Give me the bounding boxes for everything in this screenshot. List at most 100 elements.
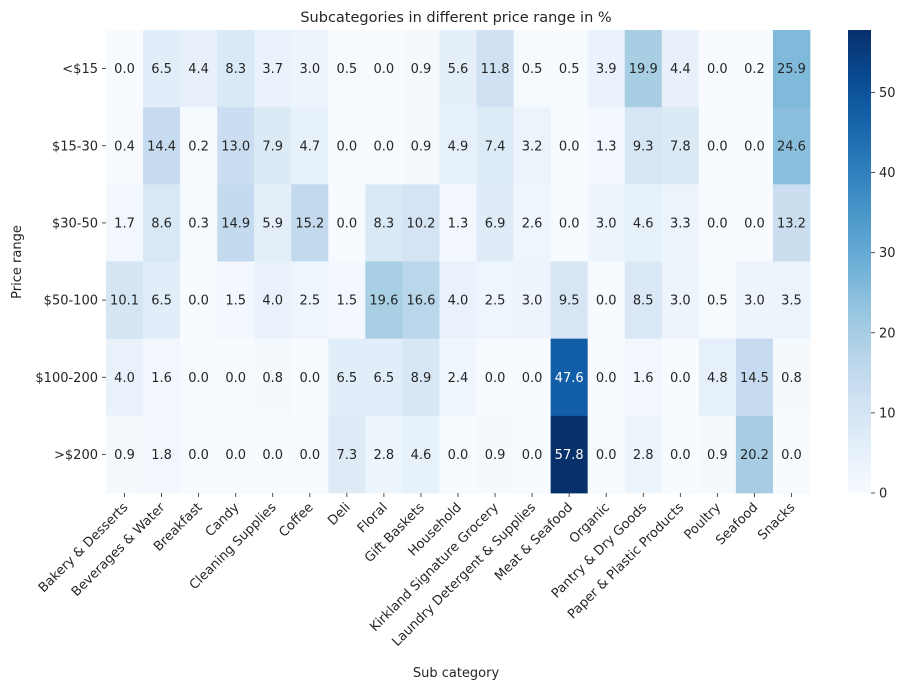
heatmap-cell: [735, 415, 774, 494]
cell-value-label: 8.9: [411, 371, 432, 386]
heatmap-cell: [550, 261, 589, 340]
cell-value-label: 3.0: [596, 216, 617, 231]
cell-value-label: 0.0: [336, 139, 357, 154]
cell-value-label: 1.7: [114, 216, 135, 231]
cell-value-label: 6.5: [374, 371, 395, 386]
cell-value-label: 6.5: [151, 294, 172, 309]
cell-value-label: 3.0: [744, 294, 765, 309]
cell-value-label: 0.3: [188, 216, 209, 231]
heatmap-cell: [735, 107, 774, 185]
colorbar-tick-label: 10: [879, 406, 896, 421]
y-tick-label: <$15: [62, 62, 98, 77]
x-tick-label: Coffee: [276, 500, 316, 540]
heatmap-cell: [476, 338, 514, 417]
colorbar: 0 10 20 30 40 50: [848, 30, 896, 502]
cell-value-label: 1.5: [336, 294, 357, 309]
cell-value-label: 0.0: [374, 139, 395, 154]
cell-value-label: 6.5: [336, 371, 357, 386]
heatmap-cell: [439, 338, 477, 417]
heatmap-cell: [217, 338, 255, 417]
cell-value-label: 6.5: [151, 62, 172, 77]
cell-value-label: 0.0: [707, 216, 728, 231]
heatmap-cell: [661, 338, 700, 417]
heatmap-cell: [402, 30, 440, 108]
heatmap-cell: [476, 30, 514, 108]
heatmap-cell: [180, 107, 218, 185]
heatmap-cell: [254, 184, 292, 262]
heatmap-cell: [698, 261, 737, 340]
heatmap-cell: [772, 184, 811, 262]
cell-value-label: 4.0: [262, 294, 283, 309]
y-tick-label: $15-30: [52, 139, 98, 154]
cell-value-label: 3.9: [596, 62, 617, 77]
cell-value-label: 5.9: [262, 216, 283, 231]
cell-value-label: 0.5: [559, 62, 580, 77]
heatmap-cell: [439, 107, 477, 185]
heatmap-cell: [624, 30, 663, 108]
cell-value-label: 0.4: [114, 139, 135, 154]
heatmap-cell: [661, 30, 700, 108]
heatmap-cell: [439, 415, 477, 494]
cell-value-label: 0.0: [596, 371, 617, 386]
cell-value-label: 0.0: [707, 139, 728, 154]
cell-value-label: 4.0: [114, 371, 135, 386]
heatmap-cell: [513, 184, 552, 262]
heatmap-cell: [476, 261, 514, 340]
x-axis-label: Sub category: [413, 666, 500, 681]
y-tick-label: $100-200: [35, 371, 98, 386]
cell-value-label: 0.0: [262, 448, 283, 463]
cell-value-label: 0.5: [336, 62, 357, 77]
y-tick-label: $30-50: [52, 216, 98, 231]
heatmap-cell: [402, 338, 440, 417]
heatmap-cell: [365, 415, 403, 494]
heatmap-cell: [143, 338, 181, 417]
colorbar-gradient: [848, 30, 871, 493]
cell-value-label: 0.0: [559, 139, 580, 154]
cell-value-label: 8.6: [151, 216, 172, 231]
heatmap-cell: [402, 261, 440, 340]
cell-value-label: 1.3: [596, 139, 617, 154]
cell-value-label: 2.5: [485, 294, 506, 309]
heatmap-cell: [513, 415, 552, 494]
heatmap-cell: [217, 107, 255, 185]
colorbar-tick-label: 20: [879, 326, 896, 341]
cell-value-label: 3.5: [781, 294, 802, 309]
colorbar-tick-label: 0: [879, 487, 887, 502]
cell-value-label: 25.9: [777, 62, 806, 77]
cell-value-label: 3.2: [522, 139, 543, 154]
heatmap-cell: [254, 261, 292, 340]
cell-value-label: 0.2: [188, 139, 209, 154]
heatmap-cell: [328, 30, 366, 108]
heatmap-cell: [513, 261, 552, 340]
heatmap-cell: [735, 30, 774, 108]
heatmap-cell: [587, 415, 626, 494]
cell-value-label: 15.2: [295, 216, 324, 231]
cell-value-label: 0.8: [262, 371, 283, 386]
cell-value-label: 57.8: [555, 448, 584, 463]
cell-value-label: 0.0: [707, 62, 728, 77]
heatmap-cell: [217, 261, 255, 340]
heatmap-cell: [180, 338, 218, 417]
cell-value-label: 4.9: [448, 139, 469, 154]
cell-value-label: 1.6: [633, 371, 654, 386]
heatmap-cell: [106, 30, 144, 108]
heatmap-cell: [661, 261, 700, 340]
cell-value-label: 1.6: [151, 371, 172, 386]
heatmap-cell: [735, 261, 774, 340]
cell-value-label: 2.8: [633, 448, 654, 463]
cell-value-label: 7.4: [485, 139, 506, 154]
y-axis: <$15 $15-30 $30-50 $50-100 $100-200 >$200: [35, 62, 106, 463]
heatmap-cell: [365, 184, 403, 262]
heatmap-cell: [550, 107, 589, 185]
cell-value-label: 0.8: [781, 371, 802, 386]
cell-value-label: 8.3: [374, 216, 395, 231]
heatmap-cell: [365, 107, 403, 185]
heatmap-cell: [439, 30, 477, 108]
cell-value-label: 0.9: [114, 448, 135, 463]
cell-value-label: 2.4: [448, 371, 469, 386]
cell-value-label: 0.0: [188, 371, 209, 386]
heatmap-cell: [106, 107, 144, 185]
heatmap-cell: [217, 30, 255, 108]
